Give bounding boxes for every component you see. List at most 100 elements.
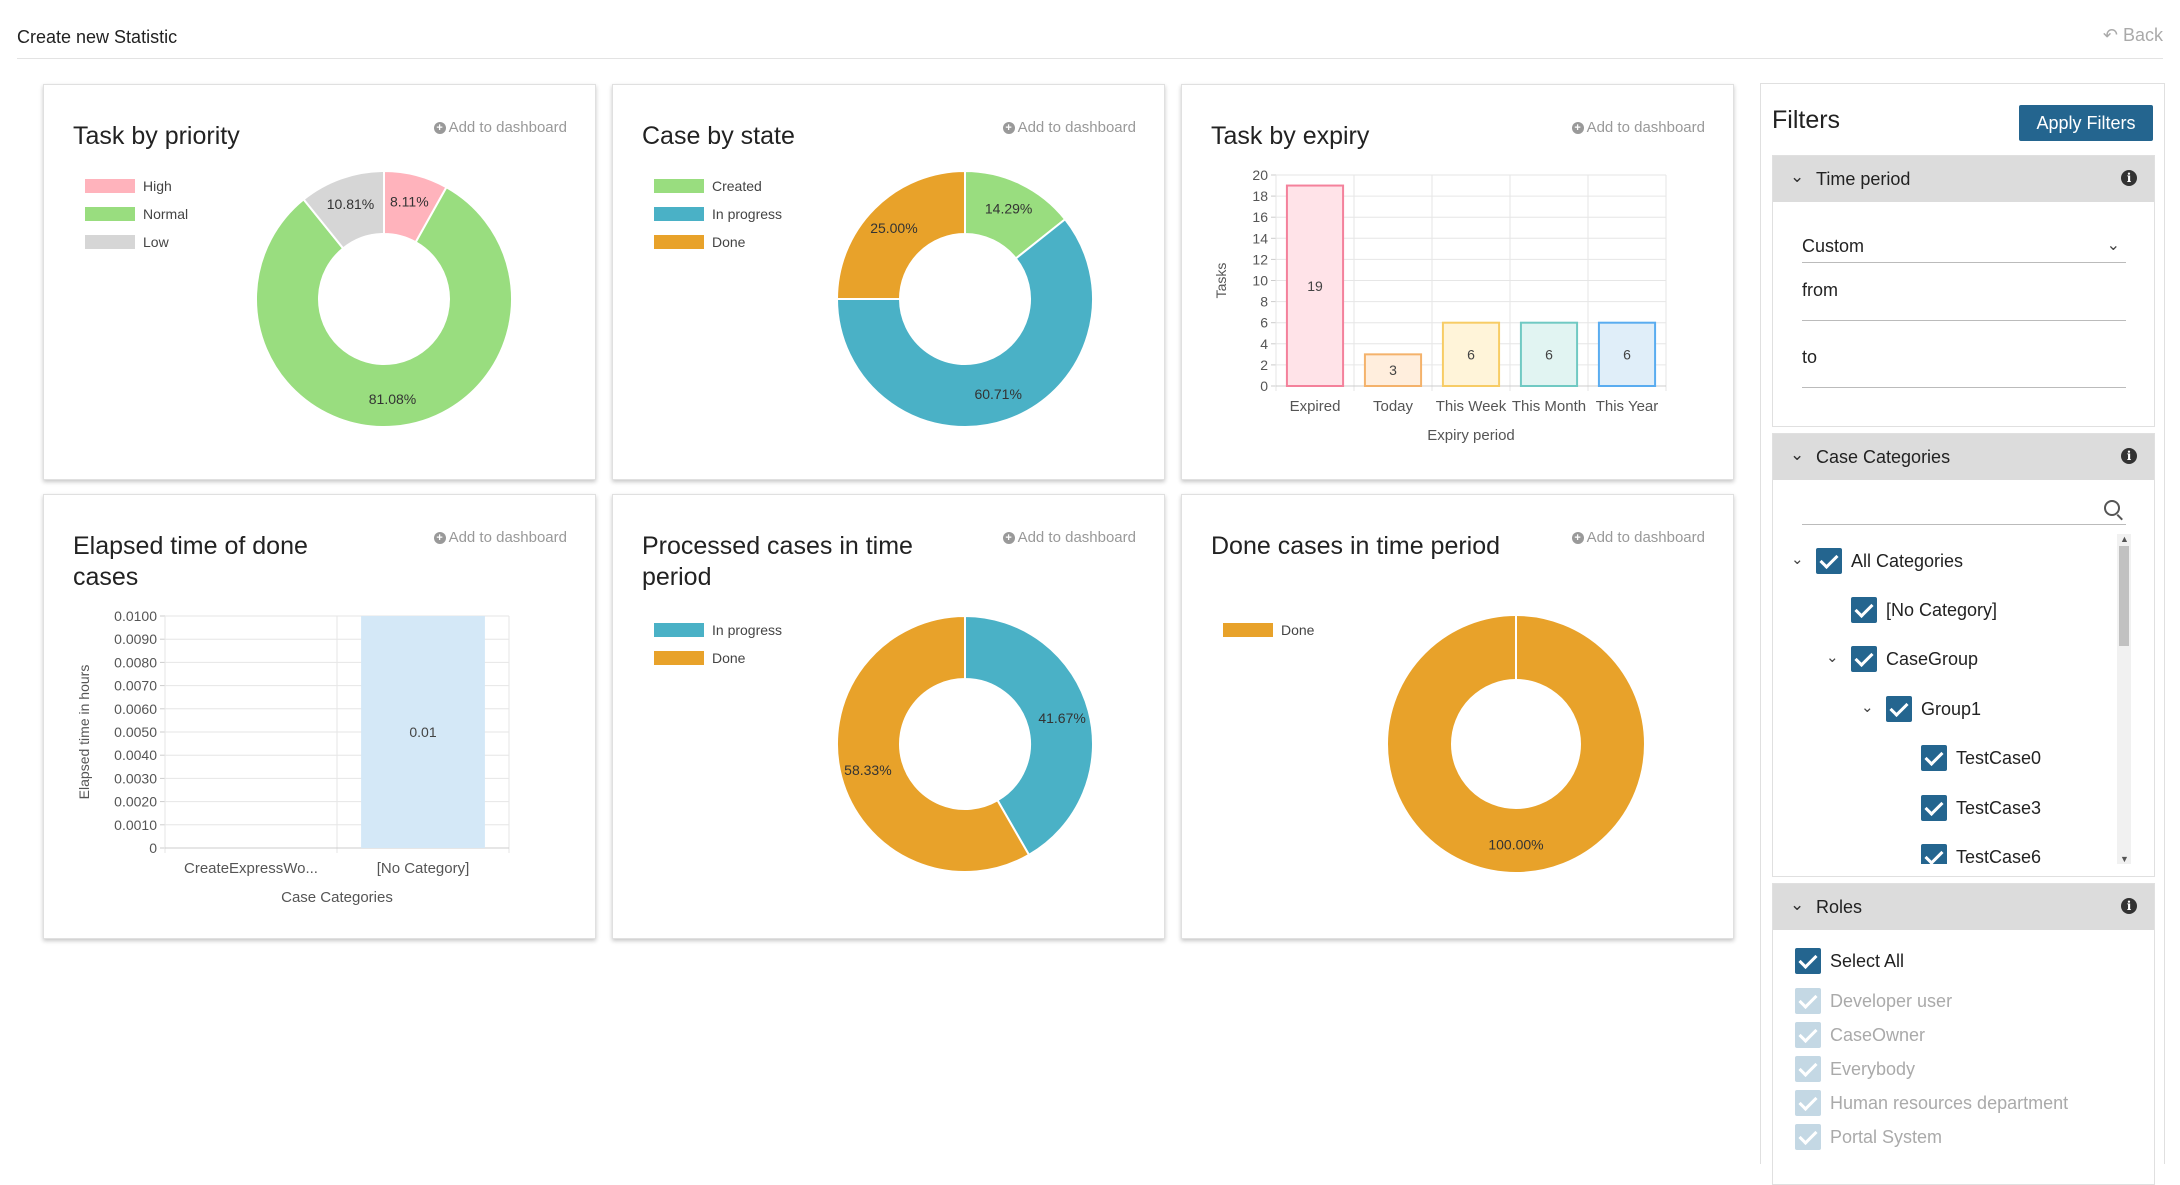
roles-panel: ⌄ Roles i Select All Developer user Case… (1772, 883, 2155, 1185)
data-label: 41.67% (1038, 710, 1085, 726)
search-icon[interactable] (2104, 500, 2120, 516)
case-categories-header[interactable]: ⌄ Case Categories i (1773, 434, 2154, 480)
y-tick-label: 0.0070 (114, 678, 157, 694)
checkbox-checked[interactable] (1921, 745, 1947, 771)
add-to-dashboard-button[interactable]: + Add to dashboard (433, 529, 567, 546)
y-axis-title: Tasks (1213, 263, 1229, 299)
legend-label: Done (712, 650, 746, 666)
legend-label: In progress (712, 206, 782, 222)
back-button[interactable]: ↶ Back (2103, 25, 2163, 46)
data-label: 0.01 (409, 724, 436, 740)
info-icon[interactable]: i (2121, 448, 2137, 464)
case-categories-panel: ⌄ Case Categories i ⌄ All Categories [No … (1772, 433, 2155, 877)
chevron-down-icon: ⌄ (1790, 167, 1805, 186)
checkbox-checked[interactable] (1795, 988, 1821, 1014)
chevron-down-icon: ⌄ (1790, 445, 1805, 464)
x-tick-label: This Week (1436, 398, 1507, 415)
y-tick-label: 0.0100 (114, 608, 157, 624)
card-title: Case by state (642, 122, 795, 150)
to-date-field[interactable]: to (1802, 347, 2126, 388)
chevron-down-icon[interactable]: ⌄ (1791, 551, 1804, 568)
add-to-dashboard-button[interactable]: + Add to dashboard (1002, 119, 1136, 136)
card-case-by-state: Case by state + Add to dashboard Created I… (612, 84, 1165, 480)
y-tick-label: 20 (1252, 167, 1268, 183)
data-label: 3 (1389, 362, 1397, 378)
chevron-down-icon: ⌄ (2106, 237, 2120, 254)
add-to-dashboard-button[interactable]: + Add to dashboard (1571, 529, 1705, 546)
y-tick-label: 0.0040 (114, 747, 157, 763)
chevron-down-icon[interactable]: ⌄ (1826, 649, 1839, 666)
data-label: 19 (1307, 278, 1323, 294)
y-tick-label: 0.0060 (114, 701, 157, 717)
scroll-down-icon[interactable]: ▼ (2120, 854, 2129, 864)
checkbox-checked[interactable] (1921, 795, 1947, 821)
donut-slice (835, 217, 1094, 428)
legend-label: High (143, 178, 172, 194)
donut-slice (835, 169, 966, 300)
checkbox-checked[interactable] (1921, 844, 1947, 864)
y-tick-label: 0.0010 (114, 817, 157, 833)
roles-header[interactable]: ⌄ Roles i (1773, 884, 2154, 930)
y-tick-label: 0 (1260, 378, 1268, 394)
chevron-down-icon[interactable]: ⌄ (1861, 699, 1874, 716)
bar (361, 616, 485, 848)
data-label: 6 (1467, 346, 1475, 362)
legend-swatch (85, 179, 135, 193)
tree-scrollbar[interactable]: ▲ ▼ (2117, 534, 2131, 864)
checkbox-checked[interactable] (1851, 646, 1877, 672)
x-tick-label: This Year (1596, 398, 1659, 415)
x-tick-label: [No Category] (377, 860, 470, 877)
to-label: to (1802, 347, 1818, 367)
add-to-dashboard-button[interactable]: + Add to dashboard (1002, 529, 1136, 546)
card-title: Task by expiry (1211, 122, 1370, 150)
y-tick-label: 2 (1260, 357, 1268, 373)
info-icon[interactable]: i (2121, 898, 2137, 914)
donut-slice (255, 185, 513, 428)
scroll-up-icon[interactable]: ▲ (2120, 534, 2129, 544)
apply-filters-button[interactable]: Apply Filters (2019, 105, 2153, 141)
y-tick-label: 0.0020 (114, 794, 157, 810)
legend-swatch (654, 207, 704, 221)
scrollbar-thumb[interactable] (2119, 546, 2129, 646)
card-task-by-expiry: Task by expiry + Add to dashboard 0 2 4 6 8 10… (1181, 84, 1734, 480)
legend-swatch (654, 179, 704, 193)
checkbox-checked[interactable] (1795, 948, 1821, 974)
checkbox-checked[interactable] (1886, 696, 1912, 722)
plus-circle-icon: + (1002, 532, 1015, 544)
checkbox-checked[interactable] (1795, 1090, 1821, 1116)
checkbox-checked[interactable] (1795, 1022, 1821, 1048)
bar (1597, 321, 1657, 387)
from-date-field[interactable]: from (1802, 280, 2126, 321)
checkbox-checked[interactable] (1851, 597, 1877, 623)
expiry-bar-chart: 0 2 4 6 8 10 12 14 16 18 20 19 Expired 3 Today 6 This We… (1213, 167, 1667, 444)
checkbox-checked[interactable] (1816, 548, 1842, 574)
y-tick-label: 0 (149, 840, 157, 856)
checkbox-checked[interactable] (1795, 1124, 1821, 1150)
x-tick-label: This Month (1512, 398, 1586, 415)
plus-circle-icon: + (433, 122, 446, 134)
top-bar: Create new Statistic ↶ Back (17, 0, 2163, 59)
processed-donut-chart: In progress Done 41.67% 58.33% (654, 614, 1094, 873)
add-to-dashboard-button[interactable]: + Add to dashboard (433, 119, 567, 136)
category-tree: ⌄ All Categories [No Category] ⌄ CaseGroup… (1773, 534, 2143, 864)
category-search-input[interactable] (1802, 490, 2126, 525)
legend-label: Done (1281, 622, 1315, 638)
legend-swatch (85, 235, 135, 249)
info-icon[interactable]: i (2121, 170, 2137, 186)
time-period-header[interactable]: ⌄ Time period i (1773, 156, 2154, 202)
elapsed-bar-chart: 0 0.0010 0.0020 0.0030 0.0040 0.0050 0.0060 0.0… (76, 608, 510, 906)
y-tick-label: 0.0080 (114, 654, 157, 670)
panel-title: Time period (1816, 169, 1911, 189)
back-arrow-icon: ↶ (2102, 25, 2118, 45)
card-title: Elapsed time of done cases (73, 532, 308, 591)
card-title: Task by priority (73, 122, 240, 150)
add-to-dashboard-button[interactable]: + Add to dashboard (1571, 119, 1705, 136)
x-axis-title: Expiry period (1427, 427, 1515, 444)
done-donut-chart: Done 100.00% (1223, 616, 1644, 872)
state-donut-chart: Created In progress Done 14.29% 60.71% 25.00% (654, 169, 1094, 428)
time-period-select[interactable]: Custom ⌄ (1802, 228, 2126, 263)
y-tick-label: 12 (1252, 251, 1268, 267)
data-label: 6 (1623, 346, 1631, 362)
filters-title: Filters (1772, 106, 1841, 134)
checkbox-checked[interactable] (1795, 1056, 1821, 1082)
